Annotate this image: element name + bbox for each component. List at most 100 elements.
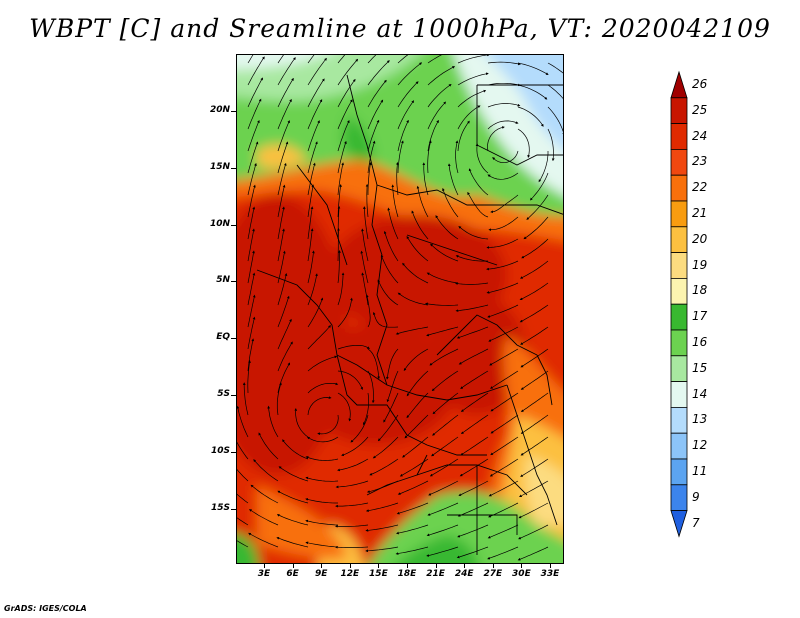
streamline [277,77,294,108]
streamline [427,83,452,108]
streamline [365,502,399,512]
streamline [267,405,279,438]
streamline [397,292,429,306]
colorbar-label: 25 [692,102,708,117]
streamline [360,250,369,284]
streamline [457,120,470,152]
streamline [337,58,359,86]
streamline [307,396,332,416]
lon-label: 15E [369,569,388,579]
streamline [426,272,459,284]
colorbar-label: 20 [692,231,708,246]
streamline [487,82,521,87]
colorbar-label: 22 [692,180,708,195]
streamline [367,60,390,86]
streamline [276,536,309,548]
lat-tick [231,111,236,112]
lat-label: 5S [217,389,230,399]
streamline [427,55,442,64]
streamline [432,392,459,415]
streamline [428,480,459,496]
lon-label: 18E [397,569,417,579]
colorbar-swatch [670,252,688,279]
streamline [242,382,249,416]
streamline [426,326,459,337]
lon-tick [378,563,380,568]
streamline [442,187,459,218]
colorbar-label: 24 [692,128,708,143]
streamline [538,151,549,183]
lon-label: 27E [483,569,503,579]
streamline [427,66,456,86]
streamline [490,436,519,456]
streamline [397,119,409,152]
streamline [248,532,279,548]
streamline [526,194,549,220]
streamline [519,304,549,323]
streamline [334,524,369,528]
streamline [247,359,251,394]
streamline [307,120,320,152]
streamline [487,524,519,539]
colorbar-swatch [670,149,688,176]
streamline [486,260,519,271]
streamline [247,162,257,196]
lat-tick [231,167,236,169]
colorbar-label: 12 [692,438,708,453]
streamline [458,348,489,365]
streamline [307,141,318,174]
streamline [397,81,419,108]
streamline [335,502,369,508]
streamline [247,119,260,152]
streamline [397,140,404,174]
streamline [337,392,352,422]
streamline [237,405,249,438]
streamline [488,480,519,497]
streamline [307,55,315,64]
colorbar-swatch [670,70,688,99]
streamline [307,162,316,196]
streamline [278,466,309,482]
streamline [305,456,339,461]
streamline [237,469,249,482]
lat-tick [231,338,236,340]
streamline [277,341,293,372]
streamline [337,205,341,239]
streamline [247,228,255,262]
streamline [456,326,489,339]
lon-label: 6E [286,569,299,579]
lat-label: 5N [216,275,230,286]
streamline [305,476,339,482]
streamline [403,348,429,372]
streamline [547,128,555,162]
streamline [404,414,429,439]
streamline [429,348,459,366]
streamline [277,184,286,218]
streamline [397,62,423,86]
temperature-shading [237,55,563,563]
lon-tick [492,563,494,568]
streamline [406,392,429,419]
colorbar-label: 21 [692,205,708,220]
streamline [487,546,519,560]
colorbar-swatch [670,355,688,382]
streamline [337,458,369,472]
streamline [377,279,399,306]
lat-label: 15N [209,161,230,172]
lon-tick [550,563,551,568]
lat-label: 20N [209,105,230,115]
streamline [391,184,399,218]
streamline [547,62,563,74]
streamline [395,161,399,196]
streamline [237,441,249,460]
streamline [363,206,369,240]
colorbar-swatch [670,458,688,486]
streamline [365,183,369,218]
streamline [277,228,285,262]
lon-tick [321,563,323,568]
streamline [383,230,399,262]
streamline [277,490,309,504]
streamline [247,250,255,284]
streamline [277,295,290,328]
streamline [369,458,399,476]
